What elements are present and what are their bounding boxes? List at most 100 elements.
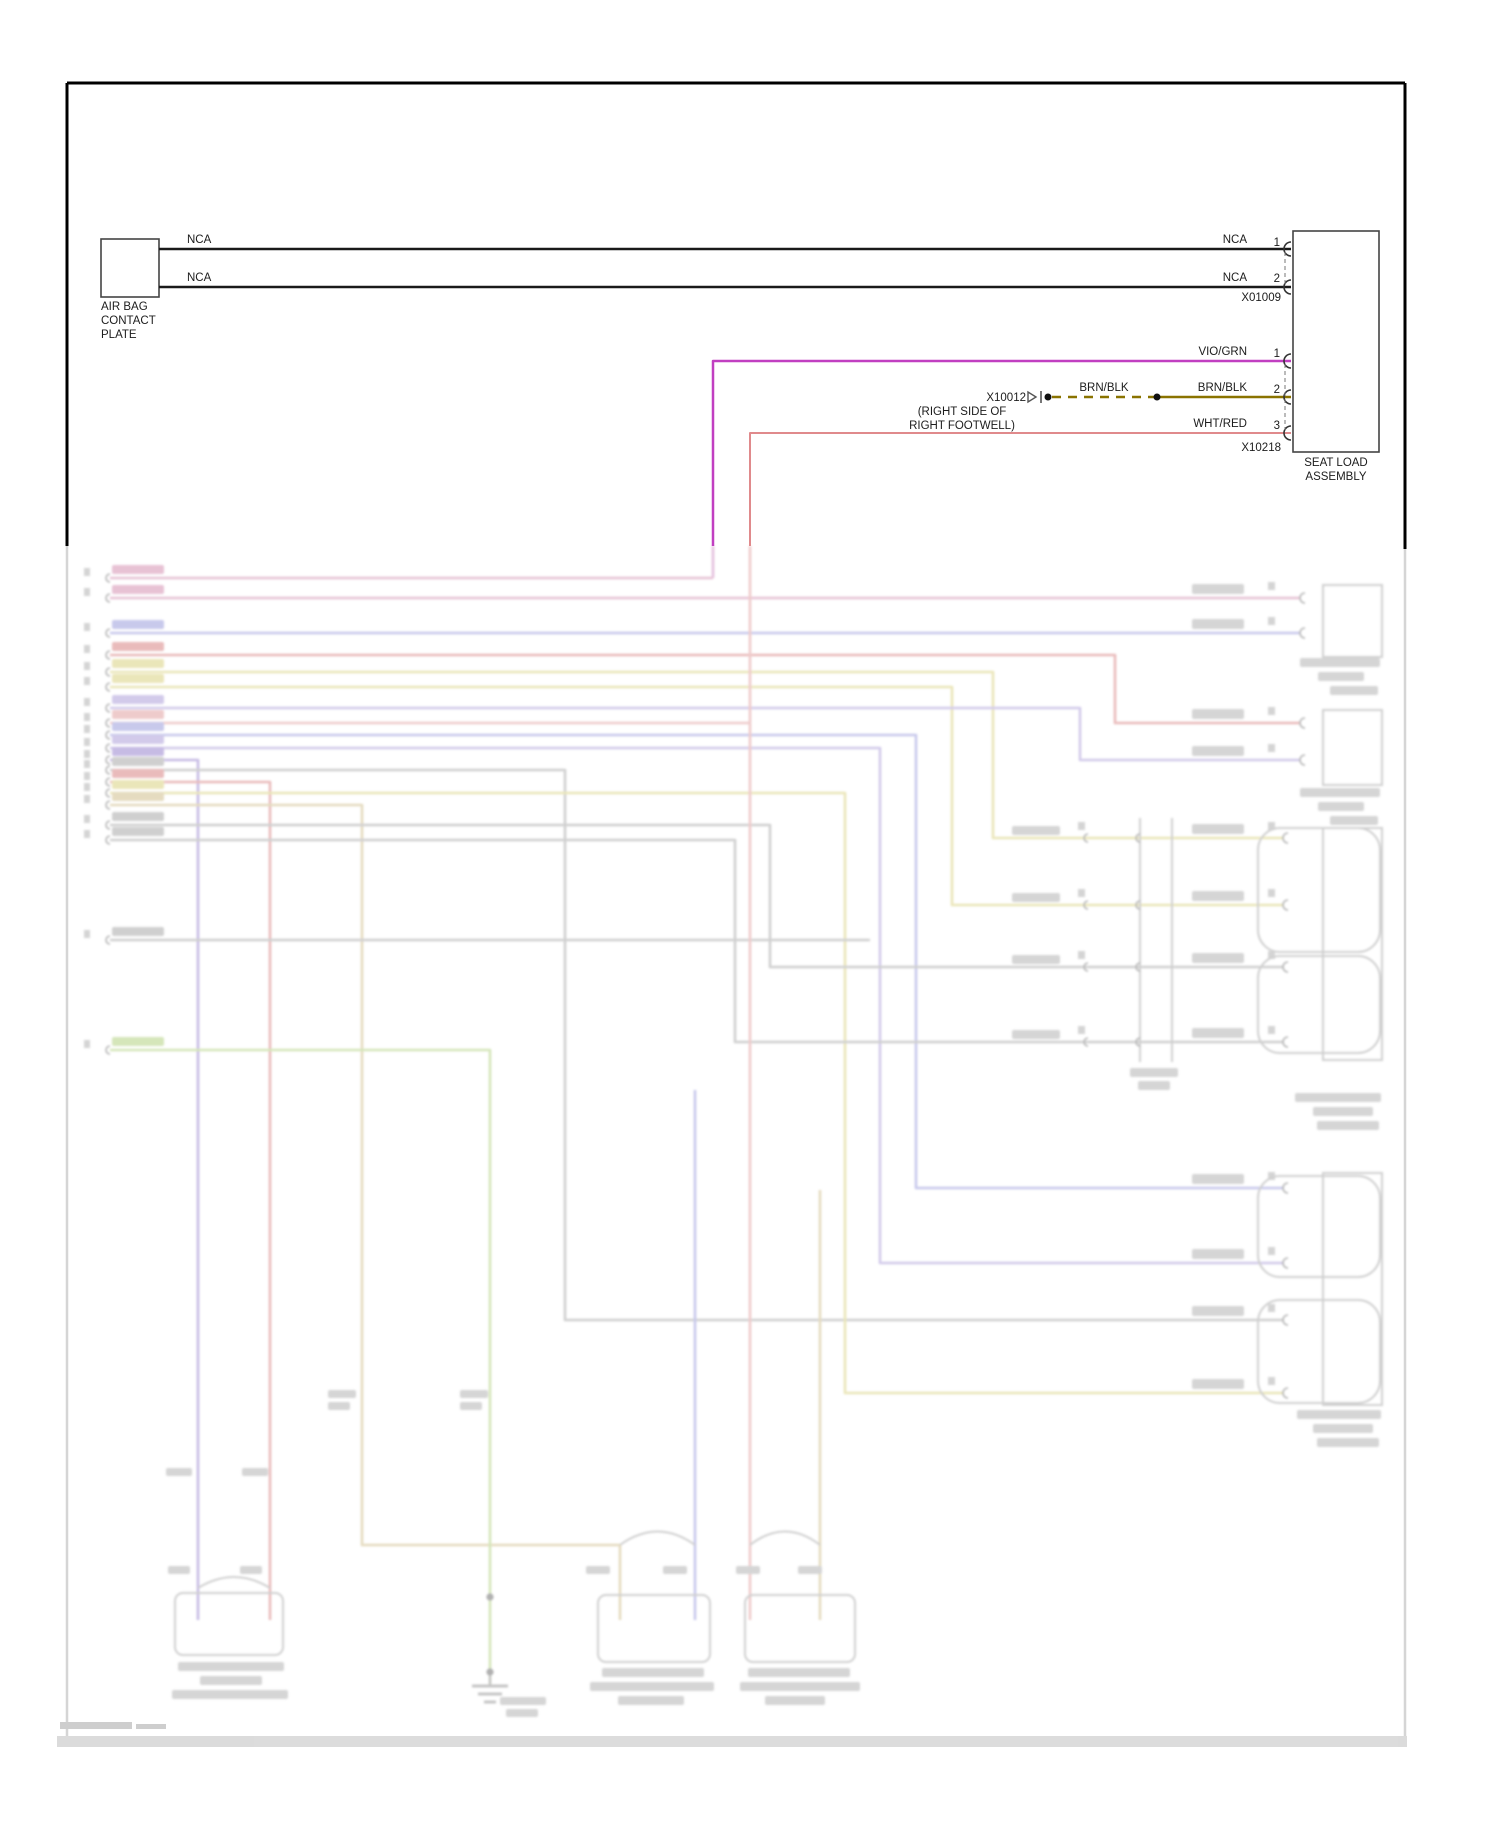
label-text-block [602,1668,704,1677]
faded-borders [57,546,1407,1747]
pin-number-block [1268,744,1275,752]
motor-symbol [1257,1175,1381,1278]
wire-name-block [112,722,164,731]
label-brn-blk-label: BRN/BLK [1198,382,1248,394]
pin-number-block [84,568,90,576]
switch-arc-icon [749,1530,821,1546]
pin-icon [1299,627,1306,639]
pin-icon [105,743,111,753]
pin-icon [1283,425,1292,441]
wire-name-block [1192,891,1244,901]
label-text-block [1012,826,1060,835]
label-text-block [740,1682,860,1691]
wire-name-block [1192,824,1244,834]
faded-wire [110,653,1300,725]
wire-name-block [112,642,164,651]
faded-wire [110,823,1284,969]
pin-icon [1282,1314,1289,1326]
faded-wire [110,838,1284,1044]
label-x10012-loc-2: RIGHT FOOTWELL) [909,420,1015,432]
seat-load-assembly-box [1292,230,1380,453]
wire-name-block [1192,1379,1244,1389]
label-text-block [798,1566,822,1574]
label-text-block [590,1682,714,1691]
pin-number-block [1268,707,1275,715]
pin-icon [1282,832,1289,844]
pin-number-block [84,645,90,653]
label-text-block [200,1676,262,1685]
wire-name-block [1192,619,1244,629]
pin-icon [105,1045,111,1055]
component-box [1322,1172,1383,1406]
pin-icon [1282,1257,1289,1269]
pin-icon [1283,353,1292,369]
label-text-block [1012,893,1060,902]
pin-number-block [1268,889,1275,897]
pin-number-block [1078,951,1085,959]
pin-number-block [84,760,90,768]
airbag-contact-plate-label-line2: CONTACT [101,315,156,327]
component-box [744,1594,856,1663]
wire-name-block [112,565,164,574]
faded-wire [110,733,1284,1190]
wire-name-block [112,757,164,766]
faded-wire [110,780,272,1620]
label-text-block [1012,1030,1060,1039]
pin-icon [105,573,111,583]
wire-name-block [112,620,164,629]
motor-symbol [1257,1299,1381,1404]
pin-icon [1282,1036,1289,1048]
faded-wire [110,803,622,1620]
wht-red-wire [749,432,1291,546]
label-text-block [1300,658,1380,667]
pin-number-block [84,698,90,706]
pin-icon [105,935,111,945]
pin-number-block [84,795,90,803]
pin-number-block [1268,1026,1275,1034]
label-text-block [172,1690,288,1699]
switch-arc-icon [619,1530,696,1546]
splice-dot-icon [486,1593,494,1601]
wire-name-block [112,792,164,801]
pin-number-block [84,930,90,938]
faded-wire [110,758,200,1620]
label-nca-left-2: NCA [187,272,212,284]
component-box [1322,709,1383,786]
wire-name-block [112,747,164,756]
wire-name-block [112,780,164,789]
faded-circuit-layer [84,546,1383,1717]
faded-wire [110,768,1284,1322]
splice-dot-icon [1044,393,1052,401]
label-text-block [460,1402,482,1410]
pin-icon [105,820,111,830]
pin-number-block [84,1040,90,1048]
pin-number-block [1268,617,1275,625]
pin-number-block [1078,1026,1085,1034]
label-nca-right-1: NCA [1223,234,1248,246]
component-box [597,1594,711,1663]
seat-load-assembly-label-line1: SEAT LOAD [1304,457,1368,469]
seat-load-assembly-label-line2: ASSEMBLY [1305,471,1366,483]
pin-number-block [1268,1377,1275,1385]
pin-icon [1282,961,1289,973]
label-text-block [1313,1424,1373,1433]
footer-text-block [136,1724,166,1729]
faded-wire [110,1048,492,1686]
wire-name-block [112,927,164,936]
pin-number-block [84,772,90,780]
faded-wire [110,685,1284,907]
faded-wire [110,746,1284,1265]
pin-number-block [84,738,90,746]
faded-wire [110,791,1284,1395]
pin-number-block [84,588,90,596]
label-text-block [240,1566,262,1574]
wire-name-block [112,695,164,704]
wire-name-block [112,769,164,778]
pin-icon [105,593,111,603]
wire-name-block [112,812,164,821]
pin-number-block [84,662,90,670]
label-text-block [1317,1438,1379,1447]
pin-number-block [84,713,90,721]
splice-dot-icon [486,1668,494,1676]
